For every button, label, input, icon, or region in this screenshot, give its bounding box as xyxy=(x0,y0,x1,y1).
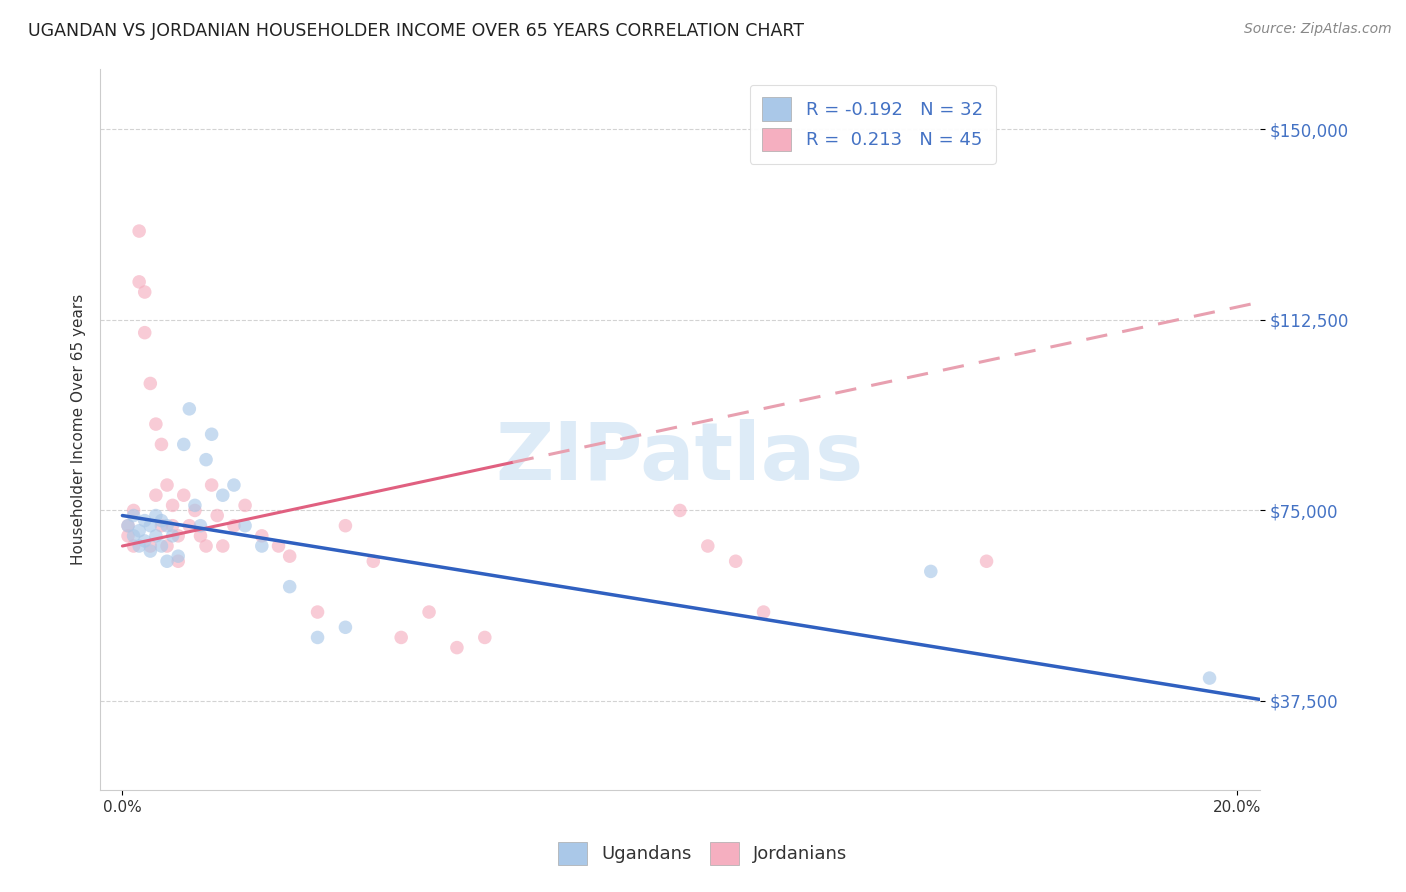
Point xyxy=(696,539,718,553)
Point xyxy=(233,499,256,513)
Point xyxy=(139,544,162,558)
Point xyxy=(167,554,190,568)
Point xyxy=(976,554,998,568)
Point xyxy=(150,437,173,451)
Point xyxy=(128,539,150,553)
Text: Source: ZipAtlas.com: Source: ZipAtlas.com xyxy=(1244,22,1392,37)
Point xyxy=(307,631,329,645)
Point xyxy=(184,503,207,517)
Point xyxy=(669,503,692,517)
Point xyxy=(173,488,195,502)
Point xyxy=(179,401,201,416)
Point xyxy=(335,518,357,533)
Point xyxy=(250,529,273,543)
Point xyxy=(389,631,412,645)
Point xyxy=(179,518,201,533)
Point xyxy=(363,554,385,568)
Point xyxy=(752,605,775,619)
Point xyxy=(128,524,150,538)
Point xyxy=(139,376,162,391)
Point xyxy=(278,580,301,594)
Point xyxy=(201,427,224,442)
Text: UGANDAN VS JORDANIAN HOUSEHOLDER INCOME OVER 65 YEARS CORRELATION CHART: UGANDAN VS JORDANIAN HOUSEHOLDER INCOME … xyxy=(28,22,804,40)
Point xyxy=(233,518,256,533)
Point xyxy=(145,417,167,431)
Point xyxy=(201,478,224,492)
Point xyxy=(134,514,156,528)
Point xyxy=(335,620,357,634)
Point xyxy=(150,539,173,553)
Point xyxy=(122,539,145,553)
Point xyxy=(145,488,167,502)
Point xyxy=(250,539,273,553)
Point xyxy=(162,499,184,513)
Point xyxy=(211,488,233,502)
Point xyxy=(128,275,150,289)
Point xyxy=(267,539,290,553)
Point xyxy=(190,518,212,533)
Point xyxy=(134,326,156,340)
Point xyxy=(167,549,190,564)
Point xyxy=(122,508,145,523)
Point xyxy=(139,539,162,553)
Y-axis label: Householder Income Over 65 years: Householder Income Over 65 years xyxy=(72,293,86,565)
Point xyxy=(920,565,942,579)
Point xyxy=(117,529,139,543)
Point xyxy=(122,529,145,543)
Point xyxy=(195,452,218,467)
Point xyxy=(145,529,167,543)
Point xyxy=(724,554,747,568)
Point xyxy=(190,529,212,543)
Point xyxy=(117,518,139,533)
Point xyxy=(134,533,156,548)
Point xyxy=(156,539,179,553)
Point xyxy=(307,605,329,619)
Point xyxy=(167,529,190,543)
Point xyxy=(162,529,184,543)
Point xyxy=(156,478,179,492)
Point xyxy=(173,437,195,451)
Point xyxy=(222,478,245,492)
Point xyxy=(205,508,228,523)
Point xyxy=(139,518,162,533)
Point xyxy=(1198,671,1220,685)
Point xyxy=(122,503,145,517)
Legend: R = -0.192   N = 32, R =  0.213   N = 45: R = -0.192 N = 32, R = 0.213 N = 45 xyxy=(749,85,995,163)
Point xyxy=(278,549,301,564)
Point xyxy=(145,508,167,523)
Point xyxy=(162,518,184,533)
Point xyxy=(474,631,496,645)
Point xyxy=(446,640,468,655)
Point xyxy=(117,518,139,533)
Legend: Ugandans, Jordanians: Ugandans, Jordanians xyxy=(550,833,856,874)
Point xyxy=(150,514,173,528)
Point xyxy=(156,554,179,568)
Point xyxy=(150,518,173,533)
Point xyxy=(128,224,150,238)
Point xyxy=(184,499,207,513)
Point xyxy=(211,539,233,553)
Point xyxy=(418,605,440,619)
Point xyxy=(195,539,218,553)
Point xyxy=(156,518,179,533)
Point xyxy=(222,518,245,533)
Text: ZIPatlas: ZIPatlas xyxy=(496,419,865,497)
Point xyxy=(134,285,156,299)
